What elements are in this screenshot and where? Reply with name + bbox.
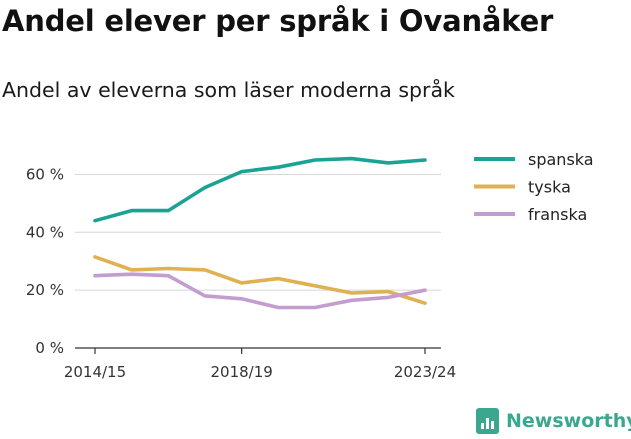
bar-chart-speech-icon	[476, 408, 499, 434]
legend-label-franska: franska	[528, 205, 587, 224]
x-tick-label: 2023/24	[394, 363, 456, 381]
chart-title: Andel elever per språk i Ovanåker	[2, 4, 554, 38]
brand-name: Newsworthy	[506, 410, 631, 432]
line-chart: 0 % 20 % 40 % 60 % 2014/15 2018/19 2023/24 span…	[26, 150, 594, 381]
series-line-spanska	[93, 156, 427, 223]
series-line-franska	[93, 272, 427, 310]
x-tick-label: 2018/19	[211, 363, 273, 381]
x-tick-label: 2014/15	[64, 363, 126, 381]
y-tick-label: 60 %	[26, 165, 64, 183]
y-tick-label: 20 %	[26, 281, 64, 299]
legend-label-tyska: tyska	[528, 178, 571, 197]
legend-label-spanska: spanska	[528, 150, 594, 169]
series-line-tyska	[93, 255, 427, 306]
y-tick-label: 40 %	[26, 223, 64, 241]
chart-subtitle: Andel av eleverna som läser moderna språ…	[2, 78, 455, 102]
newsworthy-logo[interactable]: Newsworthy	[476, 408, 631, 434]
y-tick-label: 0 %	[35, 339, 64, 357]
